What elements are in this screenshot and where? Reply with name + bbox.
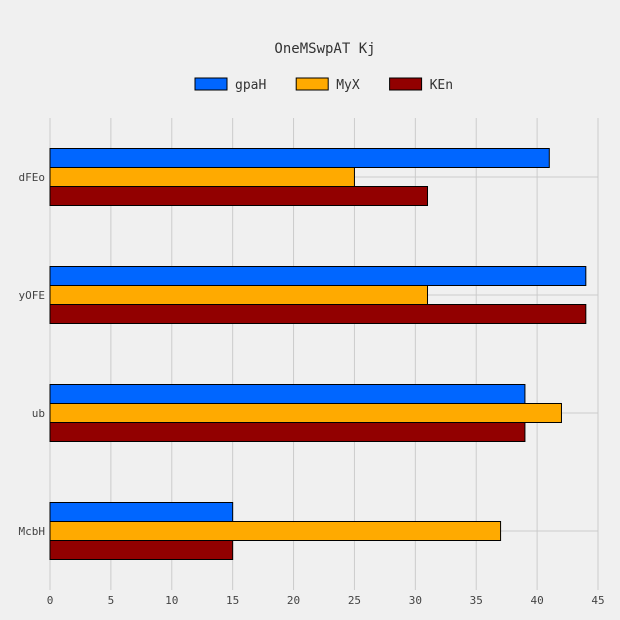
- legend-swatch: [389, 77, 423, 91]
- bar-MyX-McbH: [49, 521, 502, 541]
- x-tick-labels: 0 5 10 15 20 25 30 35 40 45: [47, 594, 605, 607]
- x-tick-label: 40: [530, 594, 543, 607]
- x-tick-label: 30: [409, 594, 422, 607]
- bar-gpaH-dFEo: [49, 148, 550, 168]
- chart-title: OneMSwpAT Kj: [274, 41, 375, 57]
- legend-swatch: [194, 77, 228, 91]
- y-tick-label: McbH: [19, 525, 46, 538]
- bar-KEn-yOFE: [49, 304, 587, 324]
- y-tick-label: dFEo: [19, 171, 46, 184]
- y-tick-label: yOFE: [19, 289, 46, 302]
- y-tick-labels: dFEo yOFE ub McbH: [19, 171, 46, 538]
- bar-gpaH-yOFE: [49, 266, 587, 286]
- legend-label: MyX: [336, 78, 360, 93]
- legend-swatch: [295, 77, 329, 91]
- bar-gpaH-ub: [49, 384, 526, 404]
- x-tick-label: 15: [226, 594, 239, 607]
- x-tick-label: 35: [470, 594, 483, 607]
- bar-KEn-McbH: [49, 540, 234, 560]
- bar-MyX-yOFE: [49, 285, 429, 305]
- x-tick-label: 10: [165, 594, 178, 607]
- legend-label: gpaH: [235, 78, 266, 93]
- y-tick-label: ub: [32, 407, 45, 420]
- bar-gpaH-McbH: [49, 502, 234, 522]
- x-tick-label: 25: [348, 594, 361, 607]
- legend-label: KEn: [430, 78, 453, 93]
- x-tick-label: 20: [287, 594, 300, 607]
- bar-KEn-dFEo: [49, 186, 429, 206]
- bars: [49, 148, 587, 560]
- x-tick-label: 0: [47, 594, 54, 607]
- legend: gpaH MyX KEn: [194, 77, 453, 93]
- bar-MyX-dFEo: [49, 167, 355, 187]
- x-tick-label: 45: [591, 594, 604, 607]
- bar-MyX-ub: [49, 403, 562, 423]
- x-tick-label: 5: [108, 594, 115, 607]
- bar-KEn-ub: [49, 422, 526, 442]
